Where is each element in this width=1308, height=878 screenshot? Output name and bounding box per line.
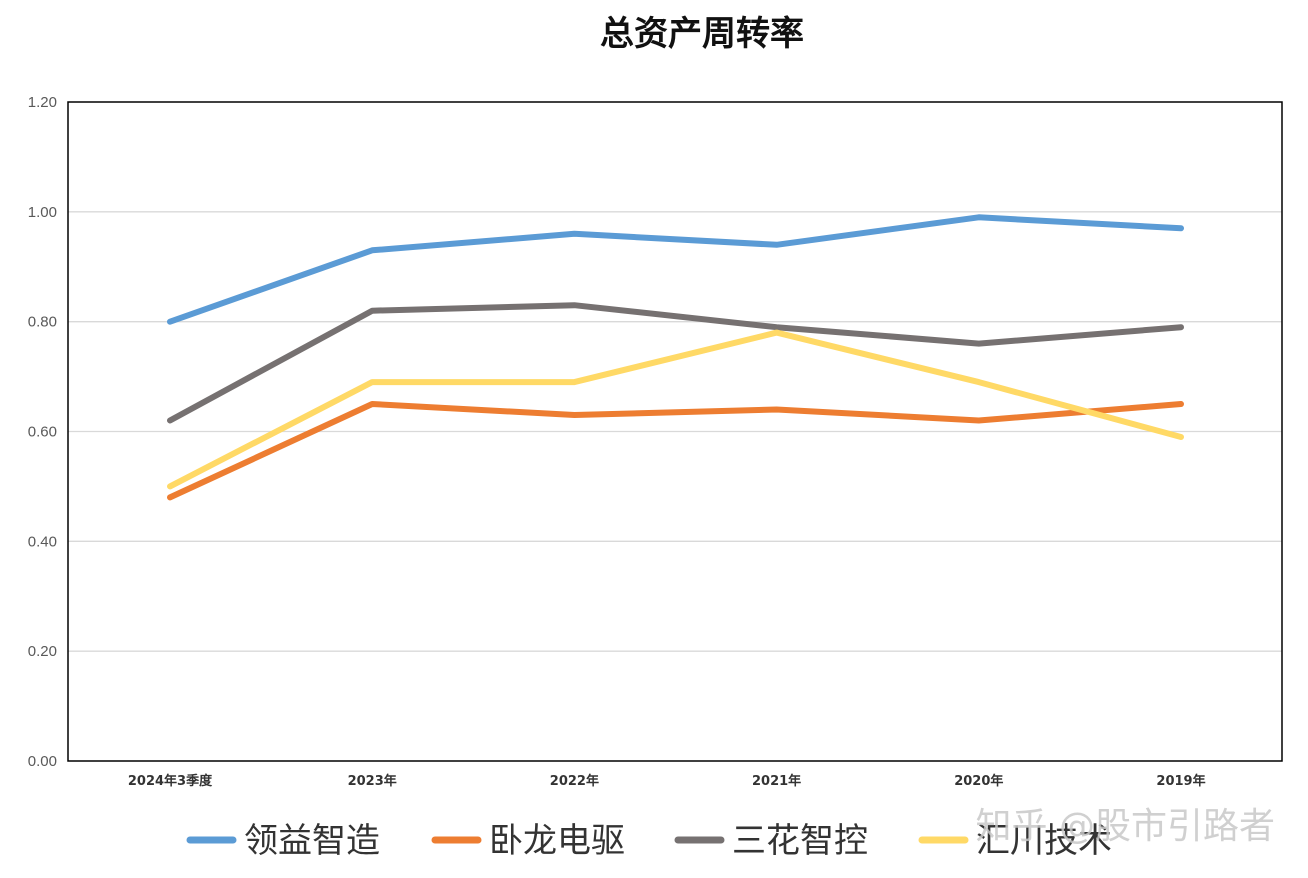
y-tick-label: 1.20 (28, 94, 57, 111)
gridlines (68, 211, 1282, 652)
y-tick-label: 0.00 (28, 753, 57, 770)
y-axis-ticks: 0.00 0.20 0.40 0.60 0.80 1.00 1.20 (28, 94, 57, 770)
series-line (167, 329, 1184, 490)
series-line (167, 302, 1184, 424)
y-tick-label: 0.80 (28, 314, 57, 331)
series-line (167, 401, 1184, 501)
x-tick-label: 2023年 (348, 773, 397, 789)
x-tick-label: 2020年 (954, 773, 1003, 789)
series-line (167, 214, 1184, 325)
watermark-text: 知乎 @股市引路者 (976, 806, 1275, 847)
legend: 领益智造 卧龙电驱 三花智控 汇川技术 (186, 821, 1112, 861)
y-tick-label: 1.00 (28, 204, 57, 221)
series-lines (167, 214, 1184, 501)
x-axis-ticks: 2024年3季度 2023年 2022年 2021年 2020年 2019年 (128, 773, 1206, 789)
legend-label: 卧龙电驱 (489, 821, 625, 861)
legend-label: 汇川技术 (976, 821, 1112, 861)
x-tick-label: 2024年3季度 (128, 773, 213, 789)
x-tick-label: 2021年 (752, 773, 801, 789)
legend-label: 三花智控 (732, 821, 868, 861)
legend-label: 领益智造 (244, 821, 380, 861)
y-tick-label: 0.60 (28, 424, 57, 441)
y-tick-label: 0.40 (28, 533, 57, 550)
x-tick-label: 2019年 (1156, 773, 1205, 789)
plot-area-frame (67, 101, 1283, 762)
chart-title: 总资产周转率 (600, 14, 804, 54)
y-tick-label: 0.20 (28, 643, 57, 660)
x-tick-label: 2022年 (550, 773, 599, 789)
